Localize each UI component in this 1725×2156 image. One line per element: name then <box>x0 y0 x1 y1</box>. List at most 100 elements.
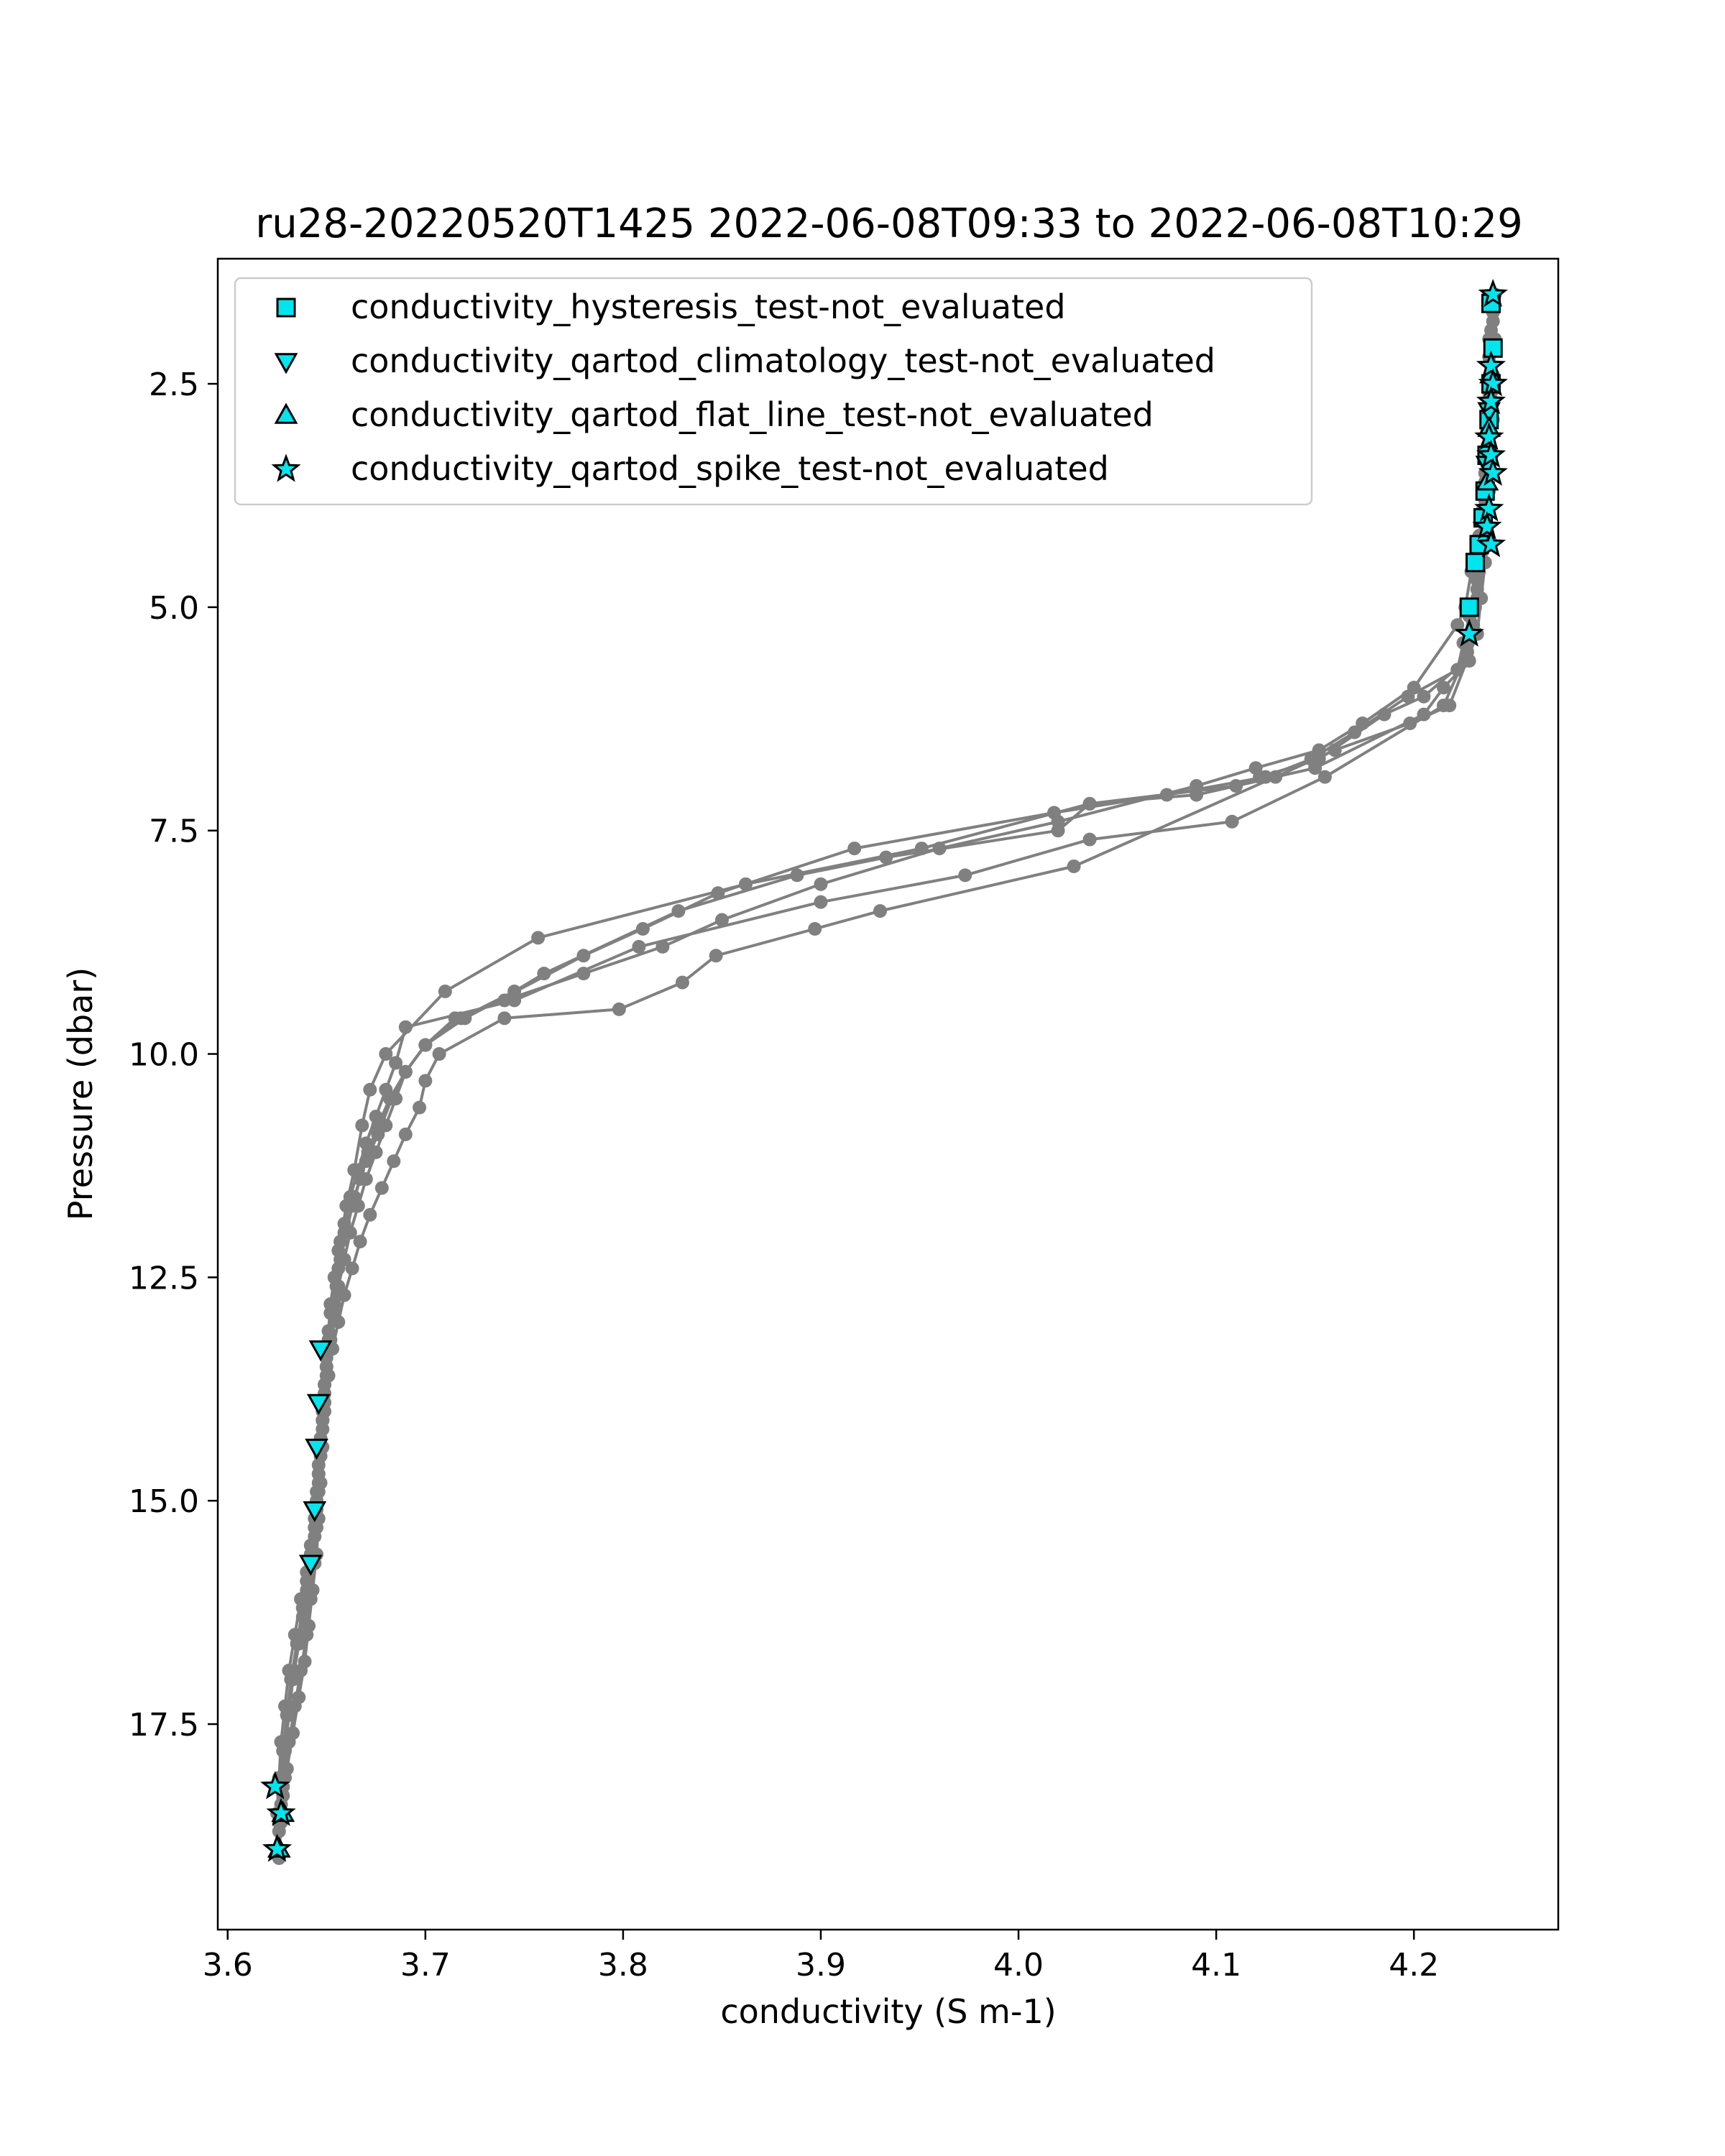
profile-point <box>363 1082 377 1097</box>
y-tick-label: 10.0 <box>129 1037 199 1074</box>
profile-point <box>1417 689 1431 704</box>
legend-label-flat-line: conductivity_qartod_flat_line_test-not_e… <box>351 395 1154 434</box>
profile-point <box>321 1324 336 1338</box>
spike-flag-marker <box>1478 457 1508 486</box>
axes-frame <box>216 257 1560 1931</box>
profile-point <box>278 1743 293 1758</box>
profile-point <box>343 1189 357 1204</box>
profile-point <box>379 1047 393 1061</box>
legend: conductivity_hysteresis_test-not_evaluat… <box>234 277 1313 506</box>
profile-point <box>316 1422 330 1437</box>
spike-flag-marker <box>1476 529 1506 558</box>
profile-point <box>311 1475 326 1490</box>
profile-point <box>438 985 452 999</box>
profile-point <box>814 895 828 909</box>
legend-flat-line-flag-marker <box>274 402 298 424</box>
profile-point <box>418 1074 433 1088</box>
climatology-flag-marker <box>308 1340 333 1362</box>
spike-flag-marker <box>1478 368 1508 397</box>
x-tick-label: 3.7 <box>400 1947 451 1984</box>
y-axis: 2.5 5.0 7.5 10.0 12.5 15.0 17.5 <box>129 367 218 1743</box>
chart-title: ru28-20220520T1425 2022-06-08T09:33 to 2… <box>255 201 1522 247</box>
profile-point <box>292 1690 306 1705</box>
profile-point <box>808 921 822 936</box>
profile-point <box>286 1672 300 1687</box>
profile-point <box>387 1154 401 1169</box>
profile-point <box>958 868 972 883</box>
spike-flag-marker <box>1476 386 1506 415</box>
profile-point <box>327 1270 341 1284</box>
profile-point <box>321 1368 336 1383</box>
profile-point <box>675 975 689 990</box>
plot-area <box>216 257 1560 1931</box>
profile-point <box>1403 717 1417 731</box>
profile-point <box>379 1082 393 1097</box>
profile-point <box>1253 770 1267 784</box>
y-tick-label: 5.0 <box>149 590 199 627</box>
x-tick-label: 3.8 <box>598 1947 648 1984</box>
y-tick-label: 17.5 <box>129 1707 199 1743</box>
profile-point <box>711 886 725 900</box>
spike-flag-marker <box>1472 511 1502 540</box>
climatology-flag-marker <box>298 1554 323 1576</box>
y-axis-label: Pressure (dbar) <box>61 967 100 1220</box>
x-tick-label: 4.2 <box>1389 1947 1439 1984</box>
profile-point <box>398 1127 413 1141</box>
profile-point <box>714 913 729 927</box>
profile-point <box>351 1163 365 1177</box>
profile-point <box>1269 770 1283 784</box>
profile-point <box>537 967 551 981</box>
y-tick-label: 2.5 <box>149 367 199 403</box>
profile-point <box>1051 824 1065 838</box>
spike-flag-marker <box>1476 350 1506 379</box>
hysteresis-flag-marker <box>1459 597 1479 617</box>
profile-point <box>1377 707 1392 722</box>
profile-point <box>355 1118 369 1133</box>
profile-point <box>531 931 546 945</box>
profile-point <box>1047 806 1062 820</box>
x-axis-label: conductivity (S m-1) <box>720 1992 1056 2031</box>
profile-point <box>337 1217 351 1231</box>
hysteresis-flag-marker <box>1465 553 1485 573</box>
profile-point <box>418 1038 433 1052</box>
profile-point <box>308 1529 322 1544</box>
legend-label-spike: conductivity_qartod_spike_test-not_evalu… <box>351 449 1109 488</box>
profile-point <box>282 1708 296 1723</box>
profile-point <box>790 868 804 883</box>
profile-point <box>374 1181 389 1195</box>
profile-point <box>497 1011 512 1026</box>
profile-point <box>363 1207 377 1222</box>
spike-flag-marker <box>1476 439 1506 469</box>
profile-point <box>389 1056 403 1070</box>
profile-point <box>1082 832 1097 847</box>
spike-flag-marker <box>262 1833 293 1862</box>
profile-point <box>847 842 862 856</box>
x-tick-label: 3.6 <box>203 1947 253 1984</box>
climatology-flag-marker <box>306 1393 331 1415</box>
profile-point <box>1225 814 1239 829</box>
profile-point <box>1082 796 1097 811</box>
spike-flag-marker <box>1454 618 1484 647</box>
legend-label-hysteresis: conductivity_hysteresis_test-not_evaluat… <box>351 287 1066 326</box>
profile-point <box>1229 779 1243 793</box>
profile-point <box>298 1654 312 1669</box>
profile-point <box>359 1136 373 1151</box>
spike-flag-marker <box>1478 279 1508 308</box>
climatology-flag-marker <box>303 1501 327 1523</box>
profile-point <box>709 949 723 963</box>
legend-spike-flag-marker <box>271 453 301 482</box>
spike-flag-marker <box>1474 493 1504 522</box>
climatology-flag-marker <box>305 1438 328 1460</box>
profile-point <box>432 1047 446 1061</box>
profile-point <box>292 1636 306 1651</box>
profile-point <box>1317 770 1332 784</box>
profile-point <box>1443 699 1457 713</box>
y-tick-label: 12.5 <box>129 1260 199 1296</box>
x-tick-label: 4.1 <box>1191 1947 1241 1984</box>
profile-point <box>369 1110 383 1124</box>
profile-point <box>353 1235 367 1249</box>
profile-point <box>345 1261 359 1276</box>
y-tick-label: 15.0 <box>129 1483 199 1520</box>
profile-point <box>632 939 646 954</box>
profile-point <box>337 1288 351 1302</box>
